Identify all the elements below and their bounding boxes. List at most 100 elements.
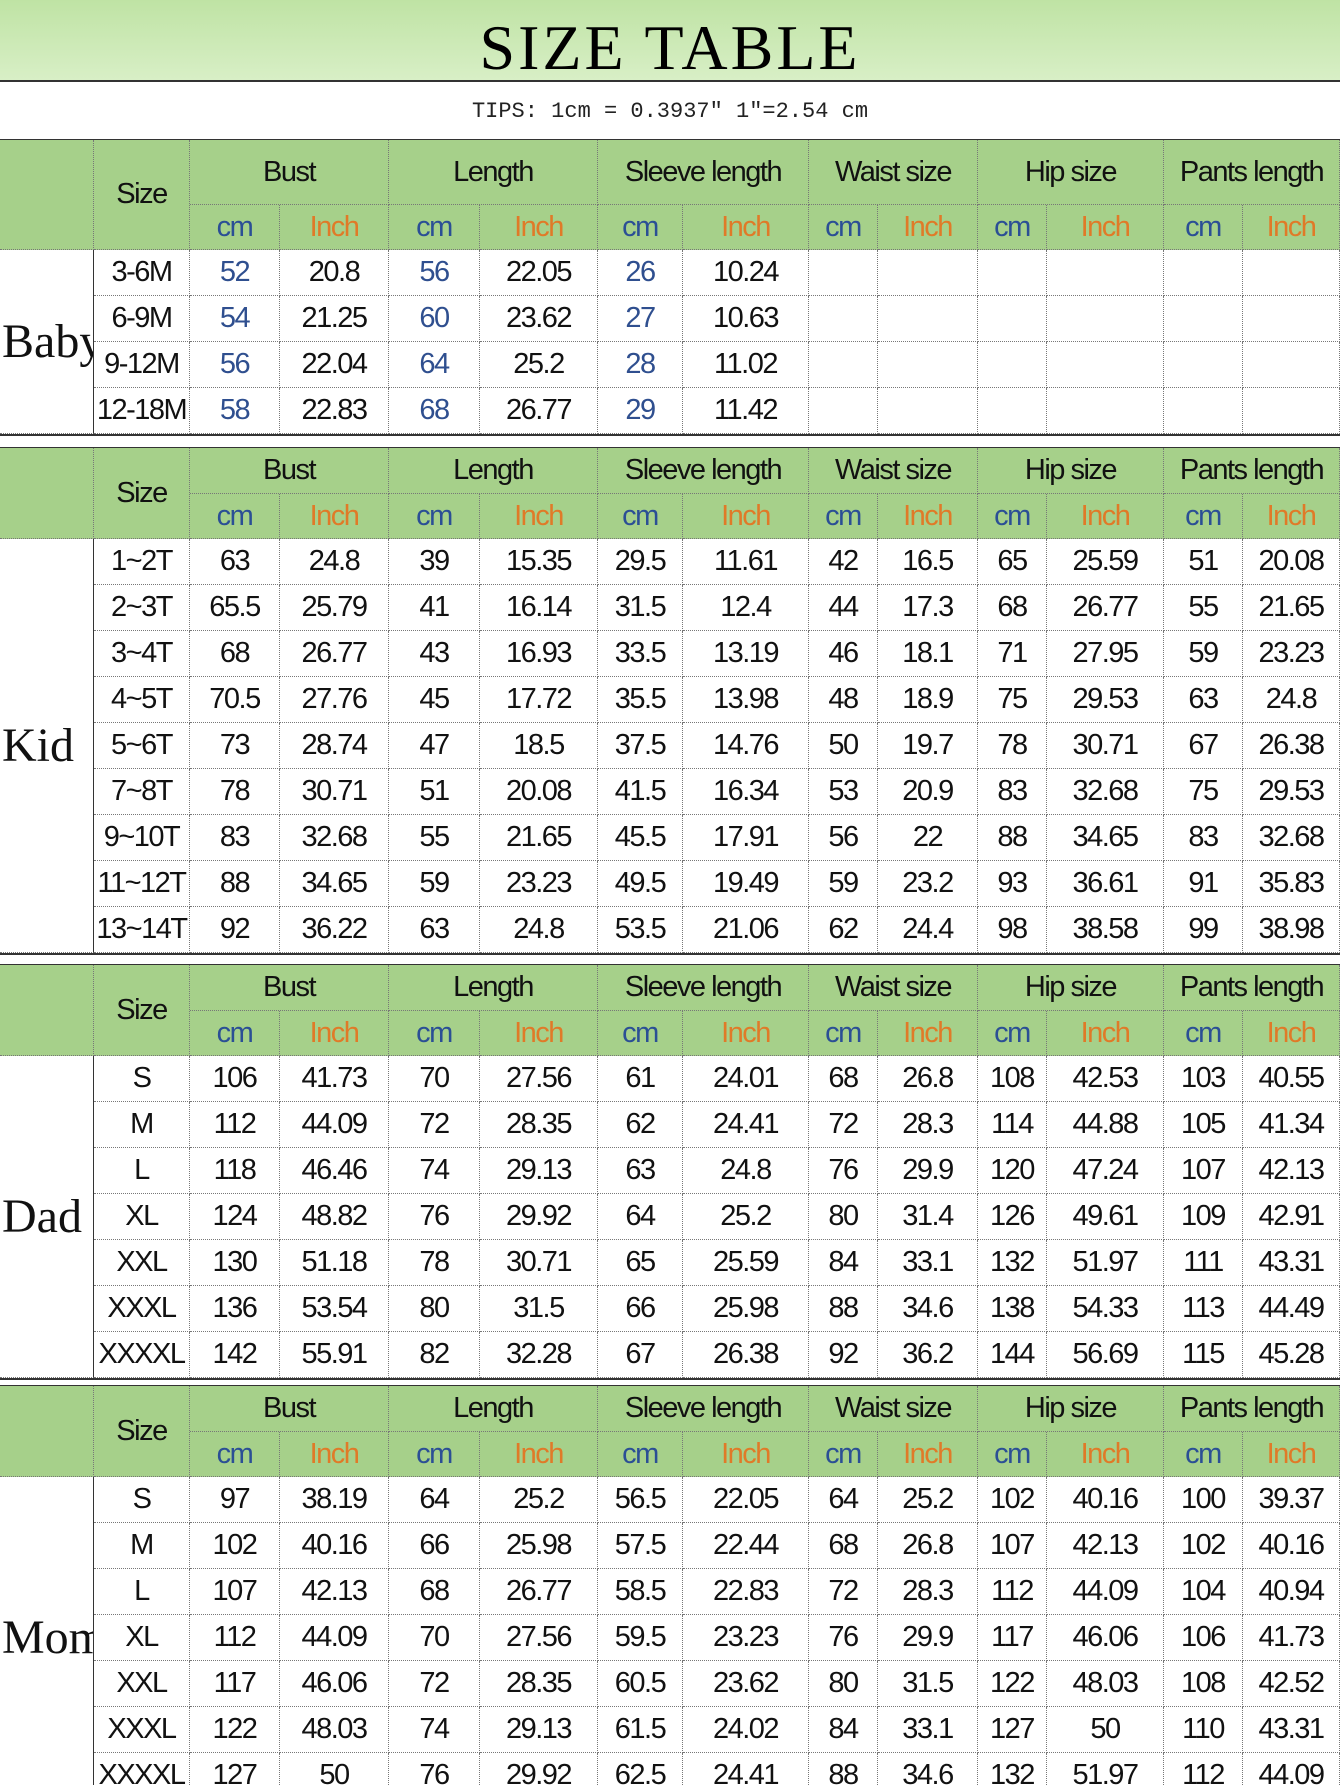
value-cell: 44 — [809, 585, 878, 631]
size-cell: S — [94, 1056, 190, 1102]
section-border — [0, 953, 1340, 955]
unit-header: Inch — [280, 1011, 389, 1056]
value-cell: 127 — [978, 1707, 1047, 1753]
value-cell: 72 — [809, 1569, 878, 1615]
value-cell: 28.35 — [480, 1661, 598, 1707]
value-cell: 122 — [978, 1661, 1047, 1707]
unit-header: cm — [190, 494, 280, 539]
value-cell: 27.76 — [280, 677, 389, 723]
unit-header: cm — [190, 1011, 280, 1056]
value-cell: 39 — [389, 539, 480, 585]
value-cell: 64 — [598, 1194, 683, 1240]
value-cell: 31.5 — [878, 1661, 978, 1707]
empty-cell — [1243, 342, 1340, 388]
value-cell: 25.59 — [683, 1240, 809, 1286]
value-cell: 25.2 — [480, 1477, 598, 1523]
value-cell: 65.5 — [190, 585, 280, 631]
value-cell: 14.76 — [683, 723, 809, 769]
unit-header: Inch — [1047, 205, 1164, 250]
value-cell: 120 — [978, 1148, 1047, 1194]
size-cell: L — [94, 1148, 190, 1194]
value-cell: 72 — [389, 1661, 480, 1707]
value-cell: 20.8 — [280, 250, 389, 296]
size-cell: 4~5T — [94, 677, 190, 723]
value-cell: 67 — [1164, 723, 1243, 769]
value-cell: 71 — [978, 631, 1047, 677]
header-corner — [0, 965, 94, 1056]
tips: TIPS: 1cm = 0.3937″ 1″=2.54 cm — [471, 98, 869, 124]
value-cell: 27.56 — [480, 1615, 598, 1661]
value-cell: 11.42 — [683, 388, 809, 434]
group-header: Hip size — [978, 1386, 1164, 1432]
value-cell: 38.58 — [1047, 907, 1164, 953]
value-cell: 126 — [978, 1194, 1047, 1240]
value-cell: 132 — [978, 1240, 1047, 1286]
value-cell: 43 — [389, 631, 480, 677]
title: SIZE TABLE — [0, 0, 1340, 82]
value-cell: 11.61 — [683, 539, 809, 585]
value-cell: 80 — [809, 1194, 878, 1240]
group-header: Hip size — [978, 140, 1164, 205]
value-cell: 68 — [809, 1523, 878, 1569]
value-cell: 40.55 — [1243, 1056, 1340, 1102]
size-cell: XXL — [94, 1661, 190, 1707]
value-cell: 113 — [1164, 1286, 1243, 1332]
value-cell: 47.24 — [1047, 1148, 1164, 1194]
unit-header: cm — [809, 494, 878, 539]
group-header: Waist size — [809, 1386, 978, 1432]
group-header: Bust — [190, 1386, 389, 1432]
value-cell: 117 — [978, 1615, 1047, 1661]
value-cell: 49.5 — [598, 861, 683, 907]
value-cell: 18.1 — [878, 631, 978, 677]
value-cell: 43.31 — [1243, 1707, 1340, 1753]
value-cell: 46.06 — [280, 1661, 389, 1707]
value-cell: 22.04 — [280, 342, 389, 388]
unit-header: cm — [1164, 494, 1243, 539]
group-header: Sleeve length — [598, 448, 809, 494]
value-cell: 68 — [978, 585, 1047, 631]
value-cell: 24.8 — [683, 1148, 809, 1194]
value-cell: 29 — [598, 388, 683, 434]
unit-header: cm — [1164, 205, 1243, 250]
value-cell: 92 — [190, 907, 280, 953]
value-cell: 18.5 — [480, 723, 598, 769]
value-cell: 44.88 — [1047, 1102, 1164, 1148]
group-header: Hip size — [978, 965, 1164, 1011]
value-cell: 110 — [1164, 1707, 1243, 1753]
value-cell: 29.53 — [1243, 769, 1340, 815]
value-cell: 48.03 — [1047, 1661, 1164, 1707]
unit-header: cm — [389, 494, 480, 539]
size-cell: XXL — [94, 1240, 190, 1286]
value-cell: 68 — [389, 388, 480, 434]
group-header: Sleeve length — [598, 965, 809, 1011]
value-cell: 31.5 — [598, 585, 683, 631]
value-cell: 61 — [598, 1056, 683, 1102]
value-cell: 23.2 — [878, 861, 978, 907]
value-cell: 63 — [190, 539, 280, 585]
value-cell: 13.19 — [683, 631, 809, 677]
value-cell: 46.46 — [280, 1148, 389, 1194]
value-cell: 17.72 — [480, 677, 598, 723]
empty-cell — [878, 342, 978, 388]
value-cell: 20.08 — [480, 769, 598, 815]
empty-cell — [978, 296, 1047, 342]
value-cell: 16.93 — [480, 631, 598, 677]
value-cell: 63 — [598, 1148, 683, 1194]
value-cell: 26.77 — [280, 631, 389, 677]
value-cell: 33.1 — [878, 1240, 978, 1286]
value-cell: 76 — [809, 1148, 878, 1194]
value-cell: 21.25 — [280, 296, 389, 342]
value-cell: 26.38 — [683, 1332, 809, 1378]
value-cell: 144 — [978, 1332, 1047, 1378]
value-cell: 56 — [389, 250, 480, 296]
value-cell: 21.65 — [480, 815, 598, 861]
unit-header: Inch — [878, 1432, 978, 1477]
unit-header: Inch — [878, 205, 978, 250]
value-cell: 42.53 — [1047, 1056, 1164, 1102]
value-cell: 26.8 — [878, 1056, 978, 1102]
value-cell: 25.98 — [480, 1523, 598, 1569]
value-cell: 80 — [389, 1286, 480, 1332]
value-cell: 92 — [809, 1332, 878, 1378]
value-cell: 24.02 — [683, 1707, 809, 1753]
